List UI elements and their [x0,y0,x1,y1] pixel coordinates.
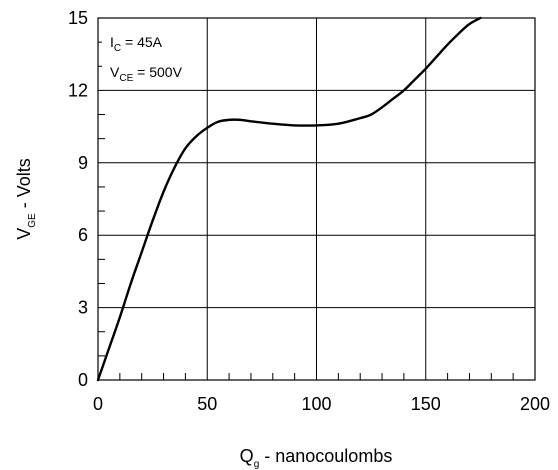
ic-annotation: IC = 45A [110,34,163,54]
grid-lines [98,18,535,380]
y-tick-label: 3 [78,298,88,318]
y-tick-label: 0 [78,370,88,390]
x-axis-label-rest: - nanocoulombs [259,446,392,466]
vce-main: V [110,64,120,80]
x-tick-label: 100 [301,394,331,414]
vce-sub: CE [119,73,133,84]
ic-sub: C [114,43,121,54]
y-tick-label: 12 [68,80,88,100]
ic-rest: = 45A [121,34,163,50]
y-tick-label: 9 [78,153,88,173]
vce-rest: = 500V [133,64,182,80]
vce-annotation: VCE = 500V [110,64,183,84]
y-axis-label: VGE - Volts [14,158,38,240]
x-tick-label: 200 [520,394,550,414]
y-tick-label: 15 [68,8,88,28]
gate-charge-curve [96,16,482,382]
x-tick-label: 0 [93,394,103,414]
y-axis-label-rest: - Volts [14,158,34,213]
annotation-background [102,26,204,84]
y-tick-label: 6 [78,225,88,245]
x-tick-label: 50 [197,394,217,414]
minor-ticks [98,41,514,380]
plot-frame [97,17,536,381]
y-axis-label-sub: GE [27,213,38,228]
y-axis-label-main: V [14,228,34,240]
x-axis-label: Qg - nanocoulombs [240,446,393,470]
y-tick-labels: 0 3 6 9 12 15 [68,8,88,390]
x-axis-label-main: Q [240,446,254,466]
x-axis-label-sub: g [254,459,260,470]
x-tick-label: 150 [411,394,441,414]
ic-main: I [110,34,114,50]
x-tick-labels: 0 50 100 150 200 [93,394,550,414]
